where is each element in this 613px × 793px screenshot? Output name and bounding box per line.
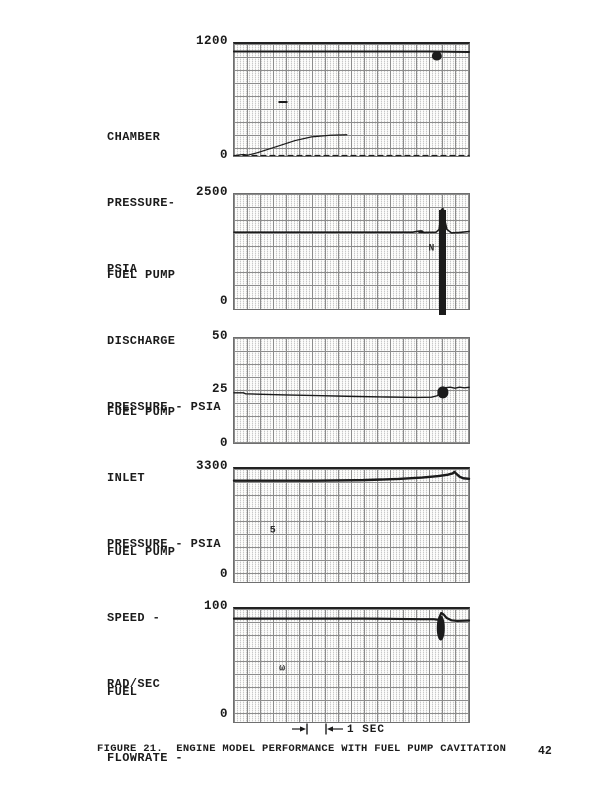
time-scale-marker-icon — [292, 723, 343, 735]
chart5-ytick-bottom: 0 — [219, 707, 228, 721]
ink-bar — [438, 210, 447, 315]
trace-discharge-pressure — [234, 208, 469, 232]
chart3-ytick-top: 50 — [211, 329, 228, 343]
chart2-channel-label: FUEL PUMP DISCHARGE PRESSURE - PSIA — [107, 220, 221, 462]
time-scale-label: 1 SEC — [347, 724, 386, 736]
label-line: PRESSURE- — [107, 196, 176, 210]
chart2-ytick-top: 2500 — [195, 185, 228, 199]
chart1-ytick-bottom: 0 — [219, 148, 228, 162]
chart4-ytick-top: 3300 — [195, 459, 228, 473]
label-line: PRESSURE - PSIA — [107, 537, 222, 551]
label-line: SPEED - — [107, 611, 161, 625]
chart5-trace-canvas — [234, 609, 469, 722]
chart1-channel-label: CHAMBER PRESSURE- PSIA — [107, 82, 175, 324]
label-line: RAD/SEC — [107, 677, 161, 691]
chart4-ytick-bottom: 0 — [219, 567, 228, 581]
chart4-trace-canvas — [234, 469, 469, 582]
label-line: FLOWRATE - — [107, 751, 184, 765]
chart1-trace-canvas — [234, 44, 469, 156]
page-number: 42 — [538, 745, 552, 758]
chart2-ytick-bottom: 0 — [219, 294, 228, 308]
trace-fuel-flowrate — [234, 613, 469, 621]
chart3-plot-inlet-pressure — [233, 337, 470, 444]
trace-startup-transient — [236, 135, 346, 156]
label-line: PRESSURE - PSIA — [107, 400, 222, 414]
label-line: DISCHARGE — [107, 334, 176, 348]
chart4-channel-label: FUEL PUMP SPEED - RAD/SEC — [107, 497, 175, 739]
chart3-trace-canvas — [234, 338, 469, 443]
scribble: ω — [279, 663, 286, 675]
ink-blob — [431, 51, 442, 61]
chart2-plot-discharge-pressure: N — [233, 193, 470, 315]
label-line: FUEL PUMP — [107, 545, 176, 559]
label-line: PSIA — [107, 262, 138, 276]
trace-chamber-pressure-steady — [234, 51, 469, 52]
trace-pump-speed — [234, 472, 469, 481]
scribble: 5 — [269, 525, 276, 537]
trace-inlet-pressure — [234, 387, 469, 397]
ink-blob — [437, 386, 449, 398]
chart4-plot-pump-speed: 5 — [233, 467, 470, 583]
chart3-channel-label: FUEL PUMP INLET PRESSURE - PSIA — [107, 357, 221, 599]
ink-blob — [417, 229, 425, 234]
chart5-plot-fuel-flowrate: ω — [233, 607, 470, 723]
scribble: N — [428, 243, 435, 255]
chart5-ytick-top: 100 — [203, 599, 228, 613]
chart1-plot-chamber-pressure — [233, 42, 470, 157]
label-line: INLET — [107, 471, 146, 485]
chart3-ytick-bottom: 0 — [219, 436, 228, 450]
label-line: FUEL — [107, 685, 138, 699]
ink-blob — [436, 615, 446, 641]
dash-mark — [278, 101, 288, 104]
label-line: FUEL PUMP — [107, 268, 176, 282]
label-line: FUEL PUMP — [107, 405, 176, 419]
chart1-ytick-top: 1200 — [195, 34, 228, 48]
figure-caption: FIGURE 21. ENGINE MODEL PERFORMANCE WITH… — [97, 743, 507, 755]
chart5-channel-label: FUEL FLOWRATE - LBS/SEC — [107, 637, 183, 793]
chart3-ytick-mid: 25 — [211, 382, 228, 396]
label-line: CHAMBER — [107, 130, 161, 144]
